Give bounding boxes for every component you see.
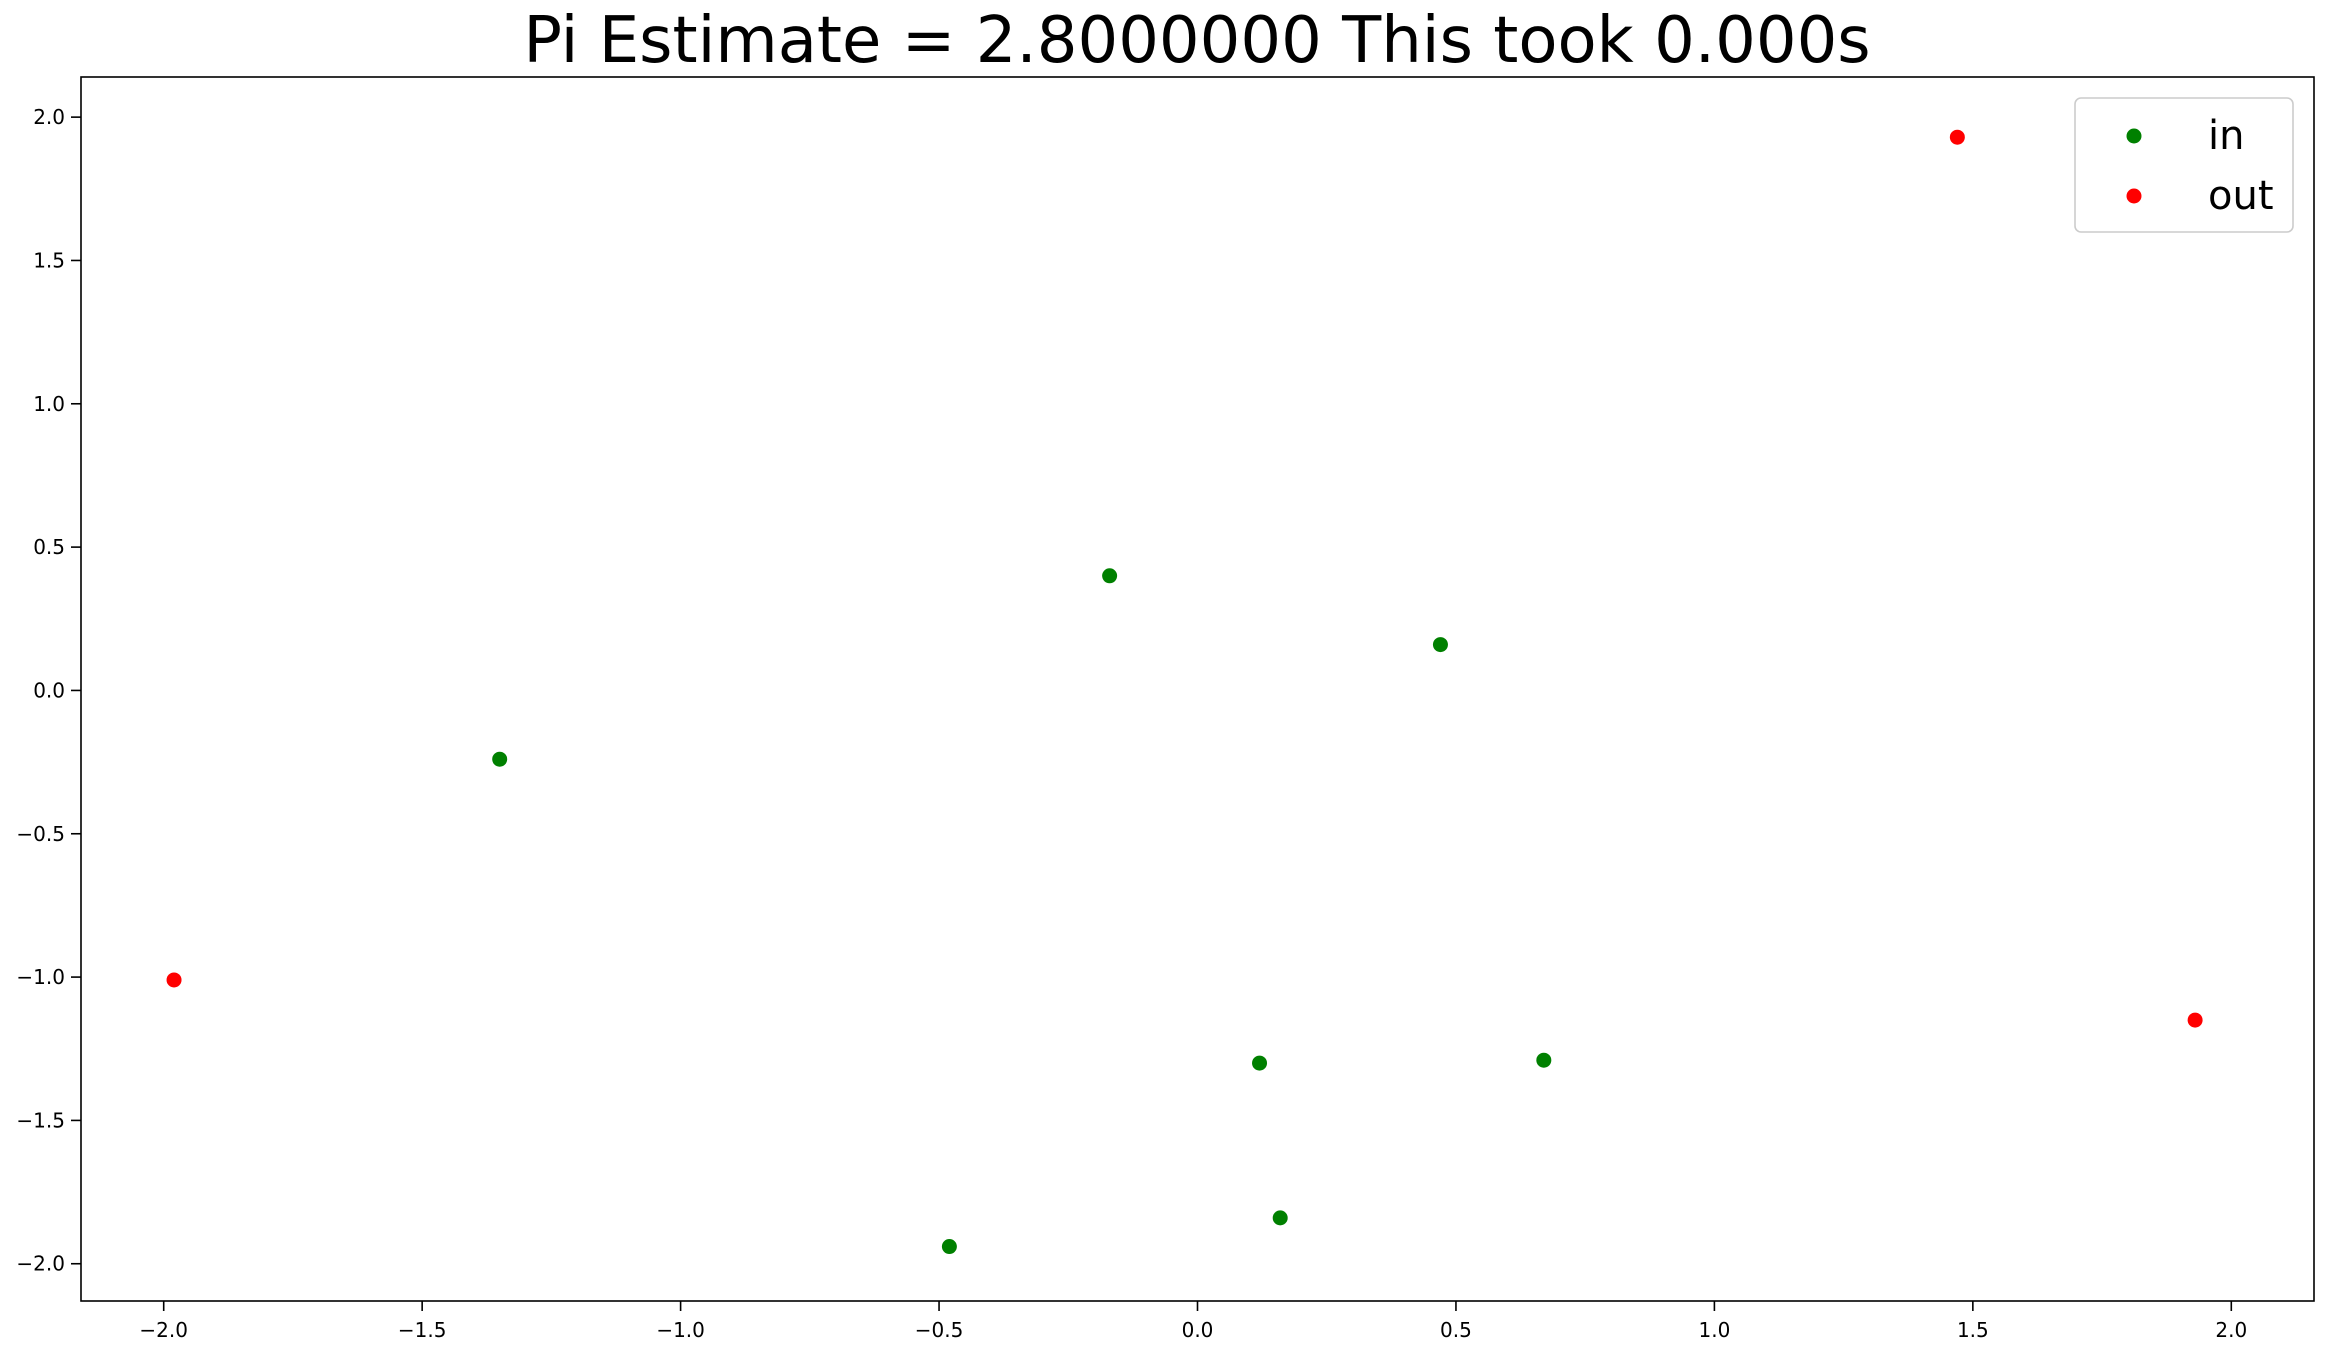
data-point-in xyxy=(1432,637,1448,653)
y-tick-label: −1.5 xyxy=(16,1108,65,1132)
x-tick-label: −0.5 xyxy=(915,1318,964,1342)
plot-area-frame xyxy=(80,76,2315,1302)
data-point-out xyxy=(2187,1012,2203,1028)
x-tick-label: −1.5 xyxy=(398,1318,447,1342)
y-tick-label: 1.5 xyxy=(33,248,65,272)
y-axis-ticks: 2.0 1.5 1.0 0.5 0.0 −0.5 −1.0 −1.5 −2.0 xyxy=(16,105,81,1276)
x-tick-label: 1.0 xyxy=(1698,1318,1730,1342)
y-tick-label: 1.0 xyxy=(33,392,65,416)
data-point-in xyxy=(941,1239,957,1255)
data-point-in xyxy=(1252,1055,1268,1071)
data-point-in xyxy=(492,751,508,767)
chart-title: Pi Estimate = 2.8000000 This took 0.000s xyxy=(523,4,1870,78)
x-tick-label: 0.0 xyxy=(1182,1318,1214,1342)
x-tick-label: −2.0 xyxy=(139,1318,188,1342)
y-tick-label: 0.0 xyxy=(33,678,65,702)
data-points xyxy=(166,129,2203,1255)
x-tick-label: 0.5 xyxy=(1440,1318,1472,1342)
legend: in out xyxy=(2074,97,2294,233)
y-tick-label: −0.5 xyxy=(16,822,65,846)
x-axis-ticks: −2.0 −1.5 −1.0 −0.5 0.0 0.5 1.0 1.5 2.0 xyxy=(139,1301,2247,1342)
legend-marker-out xyxy=(2126,188,2142,204)
legend-label-in: in xyxy=(2208,113,2244,159)
legend-marker-in xyxy=(2126,128,2142,144)
x-tick-label: 1.5 xyxy=(1957,1318,1989,1342)
y-tick-label: 0.5 xyxy=(33,535,65,559)
y-tick-label: −2.0 xyxy=(16,1252,65,1276)
data-point-out xyxy=(1949,129,1965,145)
y-tick-label: −1.0 xyxy=(16,965,65,989)
x-tick-label: 2.0 xyxy=(2215,1318,2247,1342)
legend-label-out: out xyxy=(2208,173,2274,219)
data-point-in xyxy=(1102,568,1118,584)
y-tick-label: 2.0 xyxy=(33,105,65,129)
data-point-in xyxy=(1272,1210,1288,1226)
data-point-in xyxy=(1536,1052,1552,1068)
data-point-out xyxy=(166,972,182,988)
x-tick-label: −1.0 xyxy=(656,1318,705,1342)
